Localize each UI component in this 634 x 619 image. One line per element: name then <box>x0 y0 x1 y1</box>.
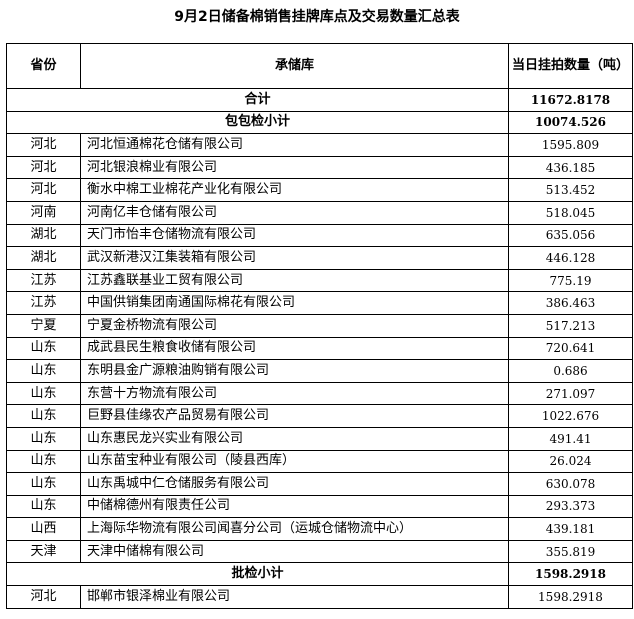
province-cell: 山东 <box>6 472 81 496</box>
table-row: 山东 巨野县佳缘农产品贸易有限公司 1022.676 <box>6 404 633 428</box>
table-row: 河南 河南亿丰仓储有限公司 518.045 <box>6 200 633 225</box>
table-row: 湖北 天门市怡丰仓储物流有限公司 635.056 <box>6 223 633 248</box>
province-cell: 湖北 <box>6 246 81 270</box>
quantity-cell: 26.024 <box>508 449 633 474</box>
quantity-cell: 1595.809 <box>508 133 633 157</box>
warehouse-cell: 天门市怡丰仓储物流有限公司 <box>80 223 509 248</box>
table-row: 河北 邯郸市银泽棉业有限公司 1598.2918 <box>6 585 633 609</box>
quantity-cell: 439.181 <box>508 517 633 541</box>
province-cell: 江苏 <box>6 291 81 315</box>
table-row: 河北 衡水中棉工业棉花产业化有限公司 513.452 <box>6 178 633 202</box>
table-row: 山东 东营十方物流有限公司 271.097 <box>6 381 633 406</box>
total-value: 11672.8178 <box>508 88 633 112</box>
province-cell: 山西 <box>6 517 81 541</box>
province-cell: 山东 <box>6 426 81 451</box>
table-header-row: 省份 承储库 当日挂拍数量（吨） <box>6 43 633 89</box>
province-cell: 山东 <box>6 494 81 519</box>
quantity-cell: 491.41 <box>508 426 633 451</box>
summary-table: 省份 承储库 当日挂拍数量（吨） 合计 11672.8178 包包检小计 1007… <box>6 43 633 609</box>
quantity-cell: 635.056 <box>508 223 633 248</box>
warehouse-cell: 上海际华物流有限公司闻喜分公司（运城仓储物流中心） <box>80 517 509 541</box>
warehouse-cell: 江苏鑫联基业工贸有限公司 <box>80 268 509 293</box>
quantity-cell: 386.463 <box>508 291 633 315</box>
warehouse-cell: 衡水中棉工业棉花产业化有限公司 <box>80 178 509 202</box>
warehouse-cell: 山东惠民龙兴实业有限公司 <box>80 426 509 451</box>
table-row: 山东 中储棉德州有限责任公司 293.373 <box>6 494 633 519</box>
table-row: 山东 山东苗宝种业有限公司（陵县西库） 26.024 <box>6 449 633 474</box>
quantity-cell: 0.686 <box>508 359 633 383</box>
province-cell: 山东 <box>6 336 81 361</box>
table-row: 山东 成武县民生粮食收储有限公司 720.641 <box>6 336 633 361</box>
province-cell: 河北 <box>6 178 81 202</box>
table-row: 河北 河北恒通棉花仓储有限公司 1595.809 <box>6 133 633 157</box>
table-row: 江苏 中国供销集团南通国际棉花有限公司 386.463 <box>6 291 633 315</box>
province-cell: 河北 <box>6 585 81 609</box>
warehouse-cell: 成武县民生粮食收储有限公司 <box>80 336 509 361</box>
header-warehouse: 承储库 <box>80 43 509 89</box>
quantity-cell: 436.185 <box>508 155 633 180</box>
warehouse-cell: 巨野县佳缘农产品贸易有限公司 <box>80 404 509 428</box>
table-row: 山西 上海际华物流有限公司闻喜分公司（运城仓储物流中心） 439.181 <box>6 517 633 541</box>
quantity-cell: 775.19 <box>508 268 633 293</box>
header-province: 省份 <box>6 43 81 89</box>
warehouse-cell: 东明县金广源粮油购销有限公司 <box>80 359 509 383</box>
warehouse-cell: 河北银浪棉业有限公司 <box>80 155 509 180</box>
warehouse-cell: 宁夏金桥物流有限公司 <box>80 313 509 338</box>
warehouse-cell: 河南亿丰仓储有限公司 <box>80 200 509 225</box>
subtotal-row: 批检小计 1598.2918 <box>6 562 633 587</box>
warehouse-cell: 中国供销集团南通国际棉花有限公司 <box>80 291 509 315</box>
warehouse-cell: 东营十方物流有限公司 <box>80 381 509 406</box>
table-row: 湖北 武汉新港汉江集装箱有限公司 446.128 <box>6 246 633 270</box>
page-title: 9月2日储备棉销售挂牌库点及交易数量汇总表 <box>174 9 460 25</box>
subtotal-row: 包包检小计 10074.526 <box>6 110 633 135</box>
quantity-cell: 271.097 <box>508 381 633 406</box>
warehouse-cell: 武汉新港汉江集装箱有限公司 <box>80 246 509 270</box>
quantity-cell: 630.078 <box>508 472 633 496</box>
province-cell: 天津 <box>6 539 81 564</box>
warehouse-cell: 山东苗宝种业有限公司（陵县西库） <box>80 449 509 474</box>
quantity-cell: 1598.2918 <box>508 585 633 609</box>
province-cell: 山东 <box>6 449 81 474</box>
warehouse-cell: 中储棉德州有限责任公司 <box>80 494 509 519</box>
warehouse-cell: 邯郸市银泽棉业有限公司 <box>80 585 509 609</box>
province-cell: 山东 <box>6 404 81 428</box>
table-row: 河北 河北银浪棉业有限公司 436.185 <box>6 155 633 180</box>
province-cell: 山东 <box>6 381 81 406</box>
total-label: 合计 <box>6 88 509 112</box>
table-row: 山东 山东禹城中仁仓储服务有限公司 630.078 <box>6 472 633 496</box>
subtotal-label: 包包检小计 <box>6 110 509 135</box>
table-row: 山东 东明县金广源粮油购销有限公司 0.686 <box>6 359 633 383</box>
province-cell: 湖北 <box>6 223 81 248</box>
subtotal-value: 10074.526 <box>508 110 633 135</box>
warehouse-cell: 河北恒通棉花仓储有限公司 <box>80 133 509 157</box>
table-row: 宁夏 宁夏金桥物流有限公司 517.213 <box>6 313 633 338</box>
table-row: 江苏 江苏鑫联基业工贸有限公司 775.19 <box>6 268 633 293</box>
quantity-cell: 517.213 <box>508 313 633 338</box>
province-cell: 江苏 <box>6 268 81 293</box>
quantity-cell: 355.819 <box>508 539 633 564</box>
subtotal-value: 1598.2918 <box>508 562 633 587</box>
quantity-cell: 1022.676 <box>508 404 633 428</box>
quantity-cell: 513.452 <box>508 178 633 202</box>
quantity-cell: 293.373 <box>508 494 633 519</box>
province-cell: 河南 <box>6 200 81 225</box>
quantity-cell: 720.641 <box>508 336 633 361</box>
quantity-cell: 446.128 <box>508 246 633 270</box>
total-row: 合计 11672.8178 <box>6 88 633 112</box>
province-cell: 山东 <box>6 359 81 383</box>
quantity-cell: 518.045 <box>508 200 633 225</box>
header-quantity: 当日挂拍数量（吨） <box>508 43 633 89</box>
warehouse-cell: 天津中储棉有限公司 <box>80 539 509 564</box>
province-cell: 河北 <box>6 155 81 180</box>
subtotal-label: 批检小计 <box>6 562 509 587</box>
table-row: 天津 天津中储棉有限公司 355.819 <box>6 539 633 564</box>
table-row: 山东 山东惠民龙兴实业有限公司 491.41 <box>6 426 633 451</box>
province-cell: 宁夏 <box>6 313 81 338</box>
province-cell: 河北 <box>6 133 81 157</box>
warehouse-cell: 山东禹城中仁仓储服务有限公司 <box>80 472 509 496</box>
